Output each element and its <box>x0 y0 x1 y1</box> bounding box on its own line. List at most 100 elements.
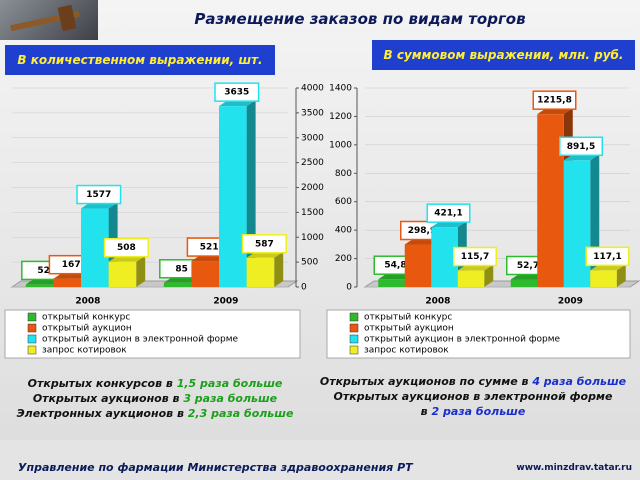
y-tick-label: 3500 <box>301 108 324 118</box>
y-tick-label: 2500 <box>301 158 324 168</box>
legend-label: открытый конкурс <box>364 313 452 323</box>
note-highlight: 3 раза больше <box>183 392 278 405</box>
data-label-box <box>214 82 260 102</box>
legend-swatch <box>349 345 359 355</box>
legend-label: открытый конкурс <box>42 313 130 323</box>
y-tick-label: 200 <box>335 254 352 264</box>
note-highlight: 2,3 раза больше <box>187 407 294 420</box>
legend-swatch <box>349 312 359 322</box>
bar <box>510 279 538 287</box>
bar-side <box>136 255 146 287</box>
note-line: Электронных аукционов в 2,3 раза больше <box>10 406 300 421</box>
note-line: Открытых аукционов в электронной форме <box>318 389 628 404</box>
data-label: 298,9 <box>408 226 436 236</box>
data-label-box <box>559 136 603 157</box>
chart-title: В количественном выражении, шт. <box>5 45 275 75</box>
note-line: Открытых конкурсов в 1,5 раза больше <box>10 376 300 391</box>
legend-swatch <box>27 345 37 355</box>
bar-side <box>274 251 284 287</box>
legend-label: запрос котировок <box>42 346 127 356</box>
legend-swatch <box>27 323 37 333</box>
data-label: 891,5 <box>567 142 595 152</box>
y-tick-label: 800 <box>335 169 352 179</box>
y-tick-label: 1500 <box>301 208 324 218</box>
y-tick-label: 3000 <box>301 133 324 143</box>
data-label: 52 <box>37 266 50 276</box>
chart-title: В суммовом выражении, млн. руб. <box>372 40 635 70</box>
bar <box>108 261 137 287</box>
x-tick-label: 2009 <box>558 297 583 307</box>
logo-image <box>0 0 98 40</box>
data-label-box <box>103 237 149 258</box>
y-tick-label: 1400 <box>329 84 352 94</box>
bar <box>246 257 275 287</box>
legend-label: открытый аукцион <box>42 324 132 334</box>
y-tick-label: 400 <box>335 226 352 236</box>
charts: 0500100015002000250030003500400020085216… <box>4 82 640 359</box>
data-label: 54,8 <box>384 261 406 271</box>
data-label: 115,7 <box>461 252 489 262</box>
data-label: 117,1 <box>593 252 621 262</box>
note-highlight: 4 раза больше <box>532 375 627 388</box>
bar <box>219 106 247 287</box>
y-tick-label: 1200 <box>329 112 352 122</box>
data-label: 521 <box>200 243 219 253</box>
data-label: 1215,8 <box>537 96 572 106</box>
note-text: Открытых конкурсов в <box>27 377 173 390</box>
note-line: Открытых аукционов по сумме в 4 раза бол… <box>318 374 628 389</box>
bar <box>457 270 485 287</box>
y-tick-label: 4000 <box>301 84 324 94</box>
footer-band <box>0 440 640 480</box>
y-tick-label: 0 <box>346 283 352 293</box>
footer-url: www.minzdrav.tatar.ru <box>516 463 632 473</box>
bar <box>590 270 617 287</box>
y-tick-label: 500 <box>301 258 318 268</box>
legend-label: запрос котировок <box>364 346 449 356</box>
note-text: Открытых аукционов в <box>32 392 180 405</box>
y-tick-label: 1000 <box>329 140 352 150</box>
y-tick-label: 1000 <box>301 233 324 243</box>
note-text: Открытых аукционов в электронной форме <box>333 390 613 403</box>
legend-box <box>4 309 301 359</box>
data-label: 52,7 <box>517 261 539 271</box>
note-highlight: 1,5 раза больше <box>176 377 283 390</box>
notes: Открытых конкурсов в 1,5 раза больше Откр… <box>10 376 300 421</box>
data-label: 508 <box>117 243 136 253</box>
bar-side <box>616 264 626 287</box>
data-label-box <box>585 246 630 267</box>
data-label-box <box>76 184 122 205</box>
notes: Открытых аукционов по сумме в 4 раза бол… <box>318 374 628 419</box>
bar-side <box>484 264 494 287</box>
legend-label: открытый аукцион <box>364 324 454 334</box>
bar <box>53 278 81 287</box>
data-label: 421,1 <box>434 209 462 219</box>
data-label-box <box>532 90 577 110</box>
data-label: 1577 <box>86 190 111 200</box>
note-line: в 2 раза больше <box>318 404 628 419</box>
note-highlight: 2 раза больше <box>431 405 526 418</box>
legend-label: открытый аукцион в электронной форме <box>42 335 239 345</box>
note-line: Открытых аукционов в 3 раза больше <box>10 391 300 406</box>
legend-label: открытый аукцион в электронной форме <box>364 335 561 345</box>
data-label-box <box>426 203 471 223</box>
legend-swatch <box>349 334 359 344</box>
note-text: Открытых аукционов по сумме в <box>319 375 529 388</box>
legend-swatch <box>27 334 37 344</box>
legend-swatch <box>27 312 37 322</box>
data-label: 167 <box>62 260 81 270</box>
bar <box>191 261 219 287</box>
y-tick-label: 600 <box>335 197 352 207</box>
legend-swatch <box>349 323 359 333</box>
bar <box>163 282 192 287</box>
bar <box>563 160 591 287</box>
y-tick-label: 0 <box>301 283 307 293</box>
data-label-box <box>453 246 497 267</box>
data-label: 85 <box>175 264 188 274</box>
x-tick-label: 2008 <box>75 297 100 307</box>
data-label-box <box>241 234 287 254</box>
bar <box>25 284 54 287</box>
bar <box>378 279 405 287</box>
note-text: Электронных аукционов в <box>16 407 184 420</box>
note-text: в <box>420 405 428 418</box>
